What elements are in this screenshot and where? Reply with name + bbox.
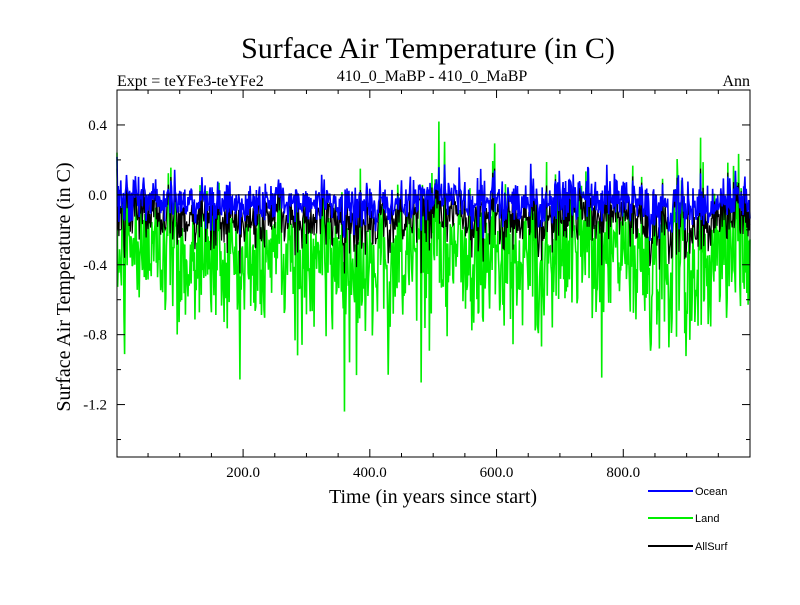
legend-label-allsurf: AllSurf bbox=[695, 541, 728, 553]
chart-title: Surface Air Temperature (in C) bbox=[241, 32, 615, 65]
y-tick-label: -1.2 bbox=[83, 398, 107, 414]
chart-subtitle-center: 410_0_MaBP - 410_0_MaBP bbox=[337, 68, 528, 85]
chart-subtitle-right: Ann bbox=[722, 73, 750, 90]
legend: Ocean Land AllSurf bbox=[648, 486, 728, 553]
y-tick-label: -0.8 bbox=[83, 328, 107, 344]
series-line-land bbox=[116, 121, 751, 412]
x-axis-label: Time (in years since start) bbox=[329, 486, 537, 508]
chart-subtitle-left: Expt = teYFe3-teYFe2 bbox=[117, 73, 264, 90]
x-tick-label: 400.0 bbox=[353, 465, 387, 481]
y-tick-label: 0.0 bbox=[88, 188, 107, 204]
series-layer bbox=[116, 121, 751, 412]
series-line-allsurf bbox=[116, 168, 751, 274]
y-tick-label: 0.4 bbox=[88, 118, 107, 134]
legend-label-ocean: Ocean bbox=[695, 486, 727, 498]
x-tick-label: 800.0 bbox=[606, 465, 640, 481]
series-line-ocean bbox=[116, 156, 751, 241]
y-axis-label: Surface Air Temperature (in C) bbox=[53, 162, 75, 411]
axis-layer: 200.0 400.0 600.0 800.0 0.4 0.0 -0.4 -0.8 -1.2 bbox=[83, 89, 750, 481]
x-tick-label: 600.0 bbox=[480, 465, 514, 481]
y-tick-label: -0.4 bbox=[83, 258, 107, 274]
x-tick-label: 200.0 bbox=[226, 465, 260, 481]
legend-label-land: Land bbox=[695, 513, 719, 525]
